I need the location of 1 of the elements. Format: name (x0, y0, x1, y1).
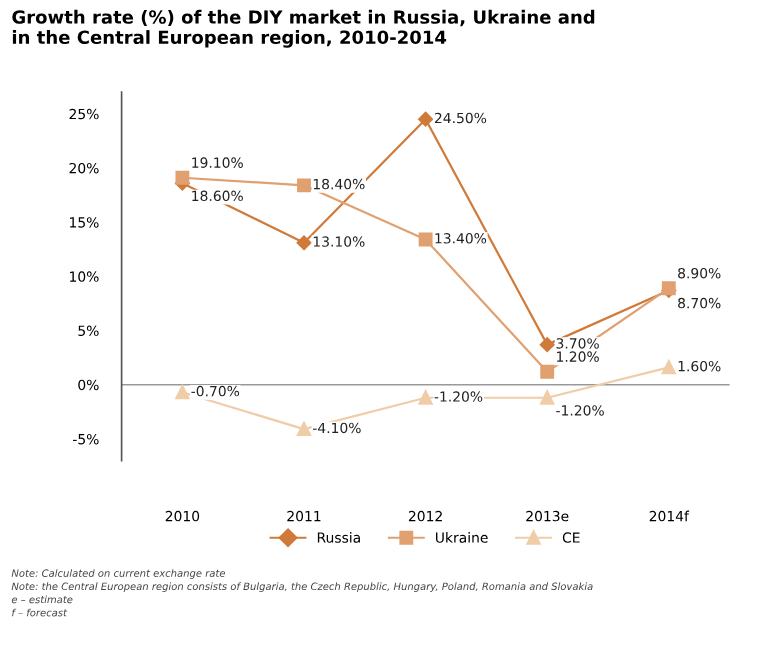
chart-title: Growth rate (%) of the DIY market in Russia, Ukraine and in the Central European region, 2010-2014 (12, 9, 595, 48)
